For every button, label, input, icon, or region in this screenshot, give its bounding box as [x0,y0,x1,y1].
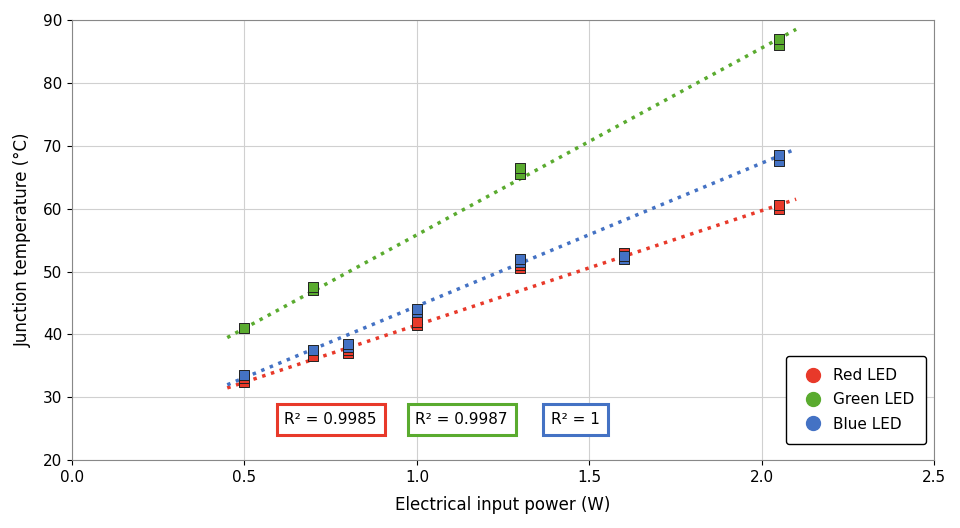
Point [513,258,528,266]
Point [409,318,424,326]
Point [513,164,528,172]
Point [237,374,252,383]
X-axis label: Electrical input power (W): Electrical input power (W) [396,496,611,514]
Point [340,346,355,354]
Point [616,254,632,263]
Point [237,378,252,386]
Point [306,286,322,295]
Point [616,251,632,260]
Text: R² = 0.9987: R² = 0.9987 [416,412,508,427]
Point [340,349,355,357]
Point [237,324,252,333]
Y-axis label: Junction temperature (°C): Junction temperature (°C) [13,133,32,347]
Point [513,264,528,272]
Point [513,170,528,178]
Point [306,346,322,354]
Point [513,261,528,269]
Point [616,249,632,257]
Point [771,151,786,159]
Text: R² = 1: R² = 1 [551,412,600,427]
Point [306,283,322,291]
Text: R² = 0.9985: R² = 0.9985 [284,412,377,427]
Point [237,371,252,380]
Point [616,251,632,260]
Point [306,352,322,361]
Point [340,343,355,351]
Point [409,305,424,314]
Point [771,41,786,49]
Legend: Red LED, Green LED, Blue LED: Red LED, Green LED, Blue LED [785,356,926,444]
Point [409,321,424,329]
Point [409,308,424,317]
Point [771,201,786,210]
Point [771,157,786,166]
Point [771,34,786,43]
Point [513,254,528,263]
Point [771,204,786,213]
Point [340,340,355,348]
